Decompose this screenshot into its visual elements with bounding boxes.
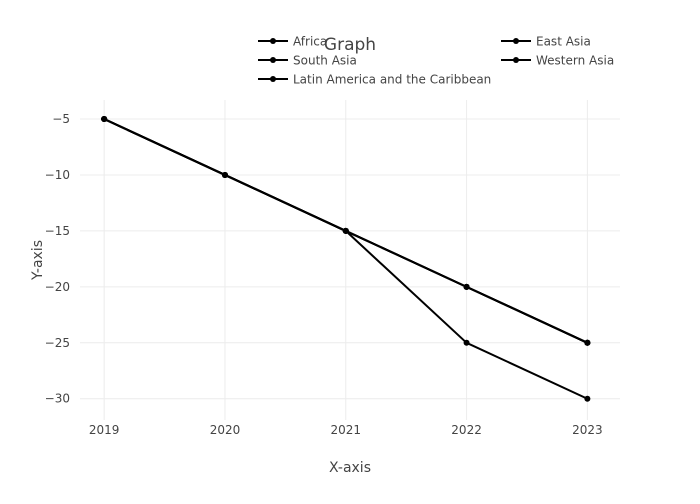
data-point [463,339,470,346]
legend-label: Africa [293,35,327,49]
data-point [101,116,108,123]
legend-label: East Asia [536,35,591,49]
x-tick-label: 2022 [451,423,482,437]
series-4 [101,116,591,402]
legend[interactable]: Africa East Asia South Asia Western Asia Lat… [258,35,614,87]
y-tick-label: −10 [45,168,70,182]
legend-item[interactable]: Latin America and the Caribbean [258,73,491,87]
y-axis-label: Y-axis [30,240,46,281]
data-point [584,395,591,402]
legend-marker-icon [513,57,519,63]
x-tick-label: 2019 [89,423,120,437]
y-tick-label: −25 [45,336,70,350]
legend-label: Western Asia [536,54,614,68]
x-tick-label: 2023 [572,423,603,437]
legend-item[interactable]: East Asia [501,35,591,49]
legend-marker-icon [513,38,519,44]
gridlines [80,100,620,420]
x-tick-label: 2021 [330,423,361,437]
y-tick-label: −20 [45,280,70,294]
legend-item[interactable]: South Asia [258,54,357,68]
legend-label: Latin America and the Caribbean [293,73,491,87]
legend-marker-icon [270,38,276,44]
x-axis-label: X-axis [329,460,371,476]
y-tick-label: −30 [45,392,70,406]
data-point [463,283,470,290]
tick-labels: 2019 2020 2021 2022 2023 −5 −10 −15 −20 −25 −30 [45,112,603,437]
data-point [342,227,349,234]
data-point [221,171,228,178]
legend-label: South Asia [293,54,357,68]
legend-marker-icon [270,76,276,82]
legend-item[interactable]: Africa [258,35,327,49]
legend-item[interactable]: Western Asia [501,54,614,68]
x-tick-label: 2020 [210,423,241,437]
legend-marker-icon [270,57,276,63]
data-point [584,339,591,346]
y-tick-label: −5 [52,112,70,126]
y-tick-label: −15 [45,224,70,238]
chart-title: Graph [324,35,376,55]
series-lines [101,116,591,402]
